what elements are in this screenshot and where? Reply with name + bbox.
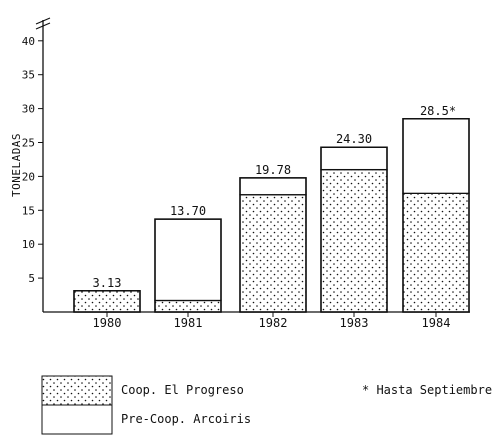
bars <box>73 118 470 313</box>
x-tick-label-1983: 1983 <box>340 316 369 330</box>
y-tick-label-5: 5 <box>28 272 35 285</box>
y-tick-label-35: 35 <box>22 69 35 82</box>
y-tick-label-10: 10 <box>22 238 35 251</box>
footnote: * Hasta Septiembre <box>362 383 492 397</box>
y-tick-label-15: 15 <box>22 204 35 217</box>
bar-arcoiris-1984 <box>402 118 470 194</box>
bar-el-progreso-1981 <box>154 299 222 313</box>
bar-arcoiris-1983 <box>320 146 388 171</box>
axis-break-mark <box>35 17 51 30</box>
x-tick-label-1984: 1984 <box>422 316 451 330</box>
data-label-1982: 19.78 <box>255 163 291 177</box>
data-label-1981: 13.70 <box>170 204 206 218</box>
legend: Coop. El Progreso Pre-Coop. Arcoiris <box>41 375 251 435</box>
data-labels: 3.13 13.70 19.78 24.30 28.5* <box>93 104 457 290</box>
legend-swatch-el-progreso <box>41 375 113 406</box>
x-tick-labels: 1980 1981 1982 1983 1984 <box>93 312 451 330</box>
legend-label-arcoiris: Pre-Coop. Arcoiris <box>121 412 251 426</box>
y-ticks: 5 10 15 20 25 30 35 40 <box>22 35 43 285</box>
y-tick-label-30: 30 <box>22 103 35 116</box>
bar-el-progreso-1983 <box>320 168 388 313</box>
data-label-1984: 28.5* <box>420 104 456 118</box>
bar-el-progreso-1980 <box>73 290 141 313</box>
bar-arcoiris-1981 <box>154 218 222 302</box>
bar-el-progreso-1984 <box>402 192 470 313</box>
data-label-1980: 3.13 <box>93 276 122 290</box>
bar-el-progreso-1982 <box>239 194 307 313</box>
x-tick-label-1982: 1982 <box>259 316 288 330</box>
data-label-1983: 24.30 <box>336 132 372 146</box>
legend-swatch-arcoiris <box>41 404 113 435</box>
x-tick-label-1980: 1980 <box>93 316 122 330</box>
y-tick-label-25: 25 <box>22 137 35 150</box>
y-axis-title: TONELADAS <box>10 133 23 197</box>
y-tick-label-40: 40 <box>22 35 35 48</box>
y-tick-label-20: 20 <box>22 170 35 183</box>
bar-arcoiris-1982 <box>239 177 307 196</box>
legend-label-el-progreso: Coop. El Progreso <box>121 383 244 397</box>
x-tick-label-1981: 1981 <box>174 316 203 330</box>
